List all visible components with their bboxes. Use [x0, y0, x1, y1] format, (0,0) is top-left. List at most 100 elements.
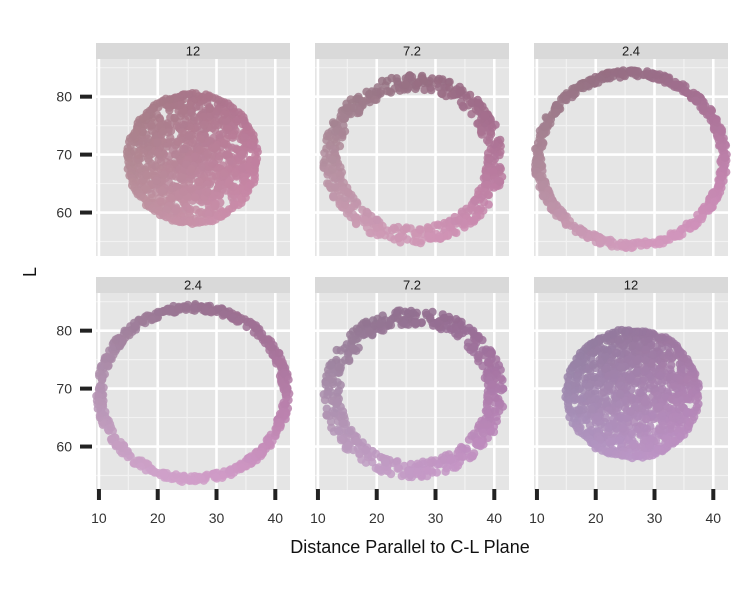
data-point [167, 194, 176, 203]
data-point [322, 411, 331, 420]
data-point [168, 145, 177, 155]
data-point [152, 176, 161, 185]
data-point [426, 315, 435, 324]
data-point [93, 404, 103, 413]
data-point [615, 400, 624, 409]
data-point [412, 80, 422, 89]
data-point [202, 180, 212, 190]
data-point [208, 159, 217, 168]
data-point [619, 71, 628, 80]
data-point [225, 157, 234, 167]
data-point [213, 163, 223, 173]
data-point [403, 235, 412, 244]
data-point [406, 459, 416, 469]
data-point [123, 447, 132, 456]
data-point [532, 159, 542, 168]
data-point [586, 75, 595, 84]
data-point [413, 468, 422, 477]
data-point [362, 87, 371, 97]
data-point [541, 191, 550, 200]
data-point [172, 183, 182, 192]
data-point [469, 329, 478, 338]
x-tick-label: 10 [310, 510, 326, 526]
data-point [455, 87, 465, 96]
facet-panel: 2.4 [531, 43, 731, 256]
data-point [136, 462, 145, 471]
data-point [326, 417, 336, 426]
data-point [619, 424, 628, 433]
data-point [167, 307, 176, 316]
data-point [551, 108, 560, 118]
data-point [330, 182, 340, 191]
data-point [284, 375, 293, 384]
x-tick-label: 20 [369, 510, 385, 526]
data-point [714, 181, 723, 190]
data-point [328, 118, 338, 127]
data-point [462, 326, 471, 335]
data-point [476, 439, 486, 448]
data-point [480, 111, 490, 121]
data-point [321, 380, 330, 389]
y-tick-label: 60 [56, 205, 72, 221]
data-point [484, 359, 494, 368]
data-point [411, 319, 420, 328]
data-point [641, 356, 650, 365]
data-point [442, 321, 451, 330]
data-point [336, 346, 345, 355]
data-point [327, 423, 336, 432]
data-point [668, 382, 677, 392]
data-point [575, 395, 584, 404]
data-point [147, 121, 156, 130]
data-point [378, 311, 387, 320]
data-point [158, 127, 168, 136]
data-point [584, 382, 593, 392]
data-point [188, 138, 197, 148]
data-point [248, 320, 257, 330]
facet-label: 2.4 [184, 278, 202, 293]
data-point [336, 435, 346, 445]
data-point [220, 139, 229, 148]
data-point [718, 143, 727, 152]
data-point [419, 459, 428, 468]
data-point [562, 95, 571, 105]
data-point [334, 362, 343, 372]
data-point [451, 315, 461, 324]
data-point [349, 344, 358, 353]
data-point [279, 398, 288, 407]
facet-label: 2.4 [622, 44, 640, 59]
data-point [160, 306, 169, 316]
data-point [204, 136, 214, 146]
x-tick-label: 20 [150, 510, 166, 526]
data-point [168, 171, 177, 180]
data-point [344, 441, 353, 451]
data-point [604, 423, 613, 432]
data-point [376, 230, 385, 239]
data-point [322, 132, 332, 141]
data-point [659, 361, 668, 371]
data-point [413, 459, 422, 468]
data-point [474, 186, 483, 196]
data-point [131, 321, 140, 330]
data-point [627, 430, 637, 439]
data-point [274, 348, 284, 358]
data-point [222, 150, 232, 159]
data-point [422, 472, 432, 481]
data-point [367, 452, 376, 462]
data-point [370, 95, 379, 105]
data-point [474, 420, 484, 430]
data-point [97, 385, 106, 394]
data-point [138, 315, 147, 324]
data-point [211, 143, 220, 152]
data-point [142, 184, 151, 193]
data-point [632, 367, 641, 377]
data-point [415, 225, 424, 234]
data-point [383, 76, 392, 86]
data-point [488, 123, 497, 132]
data-point [157, 197, 166, 207]
data-point [221, 116, 231, 126]
data-point [498, 384, 508, 393]
facet-label: 7.2 [403, 44, 421, 59]
data-point [182, 202, 191, 211]
data-point [658, 421, 668, 430]
facet-strip [96, 43, 290, 59]
